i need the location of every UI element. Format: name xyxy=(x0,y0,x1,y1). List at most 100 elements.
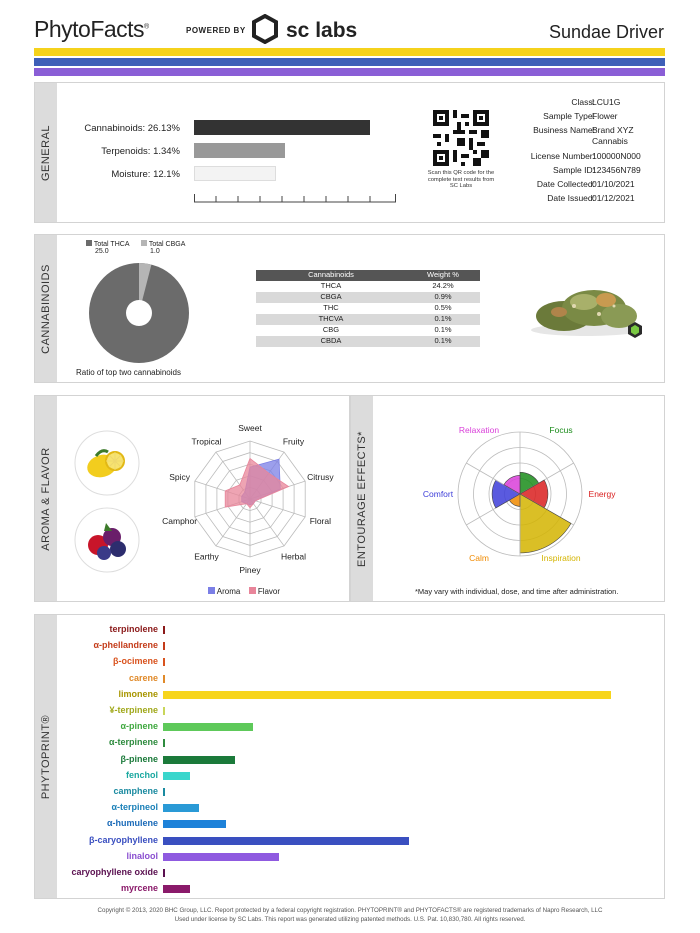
effect-label-inspiration: Inspiration xyxy=(541,553,580,563)
legend-aroma-label: Aroma xyxy=(216,587,241,596)
footer-line1: Copyright © 2013, 2020 BHC Group, LLC. R… xyxy=(97,907,603,914)
metric-terpenoids: Terpenoids: 1.34% xyxy=(60,144,180,159)
general-scale-axis xyxy=(194,194,396,203)
terpene-label: fenchol xyxy=(125,769,158,780)
metric-cannabinoids: Cannabinoids: 26.13% xyxy=(60,121,180,136)
cannabinoids-bar xyxy=(194,120,370,135)
entourage-effects-chart: Focus Energy Inspiration Calm Comfort Relaxat… xyxy=(423,425,617,563)
info-sample-id: Sample ID: 123456N789 xyxy=(552,165,641,175)
cannabinoids-section-label: CANNABINOIDS xyxy=(35,235,57,382)
radar-axis-label: Floral xyxy=(310,516,331,526)
radar-axis-label: Sweet xyxy=(238,423,262,433)
info-date-collected: Date Collected: 01/10/2021 xyxy=(536,179,635,189)
pie-caption: Ratio of top two cannabinoids xyxy=(76,368,181,377)
cannabinoid-pie-chart xyxy=(89,263,189,363)
effect-label-focus: Focus xyxy=(549,425,572,435)
qr-code[interactable] xyxy=(433,110,489,166)
terpene-label: caryophyllene oxide xyxy=(71,867,158,877)
terpene-label: α-phellandrene xyxy=(93,640,158,651)
terpene-bar xyxy=(163,869,166,877)
metric-terpenoids-label: Terpenoids: 1.34% xyxy=(101,146,180,157)
radar-spoke xyxy=(215,498,251,547)
legend-swatch-aroma xyxy=(208,587,215,594)
info-business-name: Business Name: Brand XYZ Cannabis xyxy=(533,125,634,146)
cannabis-bud-image xyxy=(531,290,642,338)
legend-flavor-label: Flavor xyxy=(257,587,281,596)
color-band-blue xyxy=(34,58,665,66)
effect-label-calm: Calm xyxy=(469,553,489,563)
table-row: THCA 24.2% xyxy=(320,281,454,290)
info-class: Class: LCU1G xyxy=(571,97,621,107)
terpene-label: α-terpinene xyxy=(108,737,158,748)
sc-labs-logo: sc labs xyxy=(252,14,357,44)
radar-axis-label: Tropical xyxy=(192,437,222,447)
terpene-label: α-pinene xyxy=(120,721,158,732)
effect-wedge-relaxation xyxy=(503,475,521,495)
table-row: CBGA 0.9% xyxy=(256,292,480,303)
radar-axis-label: Piney xyxy=(239,565,261,575)
radar-axis-label: Herbal xyxy=(281,551,306,561)
metric-moisture: Moisture: 12.1% xyxy=(60,167,180,182)
effect-wedge-inspiration xyxy=(519,493,572,554)
terpene-label: limonene xyxy=(118,688,158,699)
footer: Copyright © 2013, 2020 BHC Group, LLC. R… xyxy=(0,906,700,924)
terpene-bar xyxy=(163,707,166,715)
terpene-bar xyxy=(163,836,410,845)
terpene-label: α-terpineol xyxy=(111,802,158,813)
terpene-label: β-caryophyllene xyxy=(88,834,158,845)
terpene-label: myrcene xyxy=(120,883,158,894)
legend-total-thca: Total THCA xyxy=(86,240,130,248)
color-band-purple xyxy=(34,68,665,76)
terpenoids-bar xyxy=(194,143,285,158)
terpene-bar xyxy=(163,642,166,651)
info-date-issued: Date Issued: 01/12/2021 xyxy=(547,193,635,203)
aroma-flavor-radar-chart: Sweet Fruity Citrusy Floral Herbal Piney Earth… xyxy=(162,423,334,575)
legend-swatch-cbga xyxy=(141,240,147,246)
terpene-bar xyxy=(163,852,280,861)
strain-name: Sundae Driver xyxy=(548,22,664,42)
radar-axis-label: Earthy xyxy=(194,551,219,561)
terpene-label: terpinolene xyxy=(109,624,158,634)
cannabinoid-table: Cannabinoids Weight % THCA 24.2% CBGA 0.9% … xyxy=(256,270,480,347)
terpene-bar xyxy=(163,674,166,683)
phytoprint-panel: PHYTOPRINT® xyxy=(34,614,665,899)
table-row: THCVA 0.1% xyxy=(256,314,480,325)
radar-axis-label: Spicy xyxy=(169,472,191,482)
radar-axis-label: Camphor xyxy=(162,516,197,526)
legend-swatch-thca xyxy=(86,240,92,246)
qr-caption: Scan this QR code for the complete test … xyxy=(427,170,495,189)
berries-image xyxy=(74,507,140,573)
terpene-bar xyxy=(163,820,226,829)
metric-cannabinoids-label: Cannabinoids: 26.13% xyxy=(84,123,180,134)
effect-label-relaxation: Relaxation xyxy=(459,425,499,435)
lemon-image xyxy=(74,430,140,496)
phytofacts-logo: PhytoFacts® xyxy=(34,16,149,42)
terpene-bar xyxy=(163,739,166,748)
effect-label-energy: Energy xyxy=(589,489,617,499)
info-license-number: License Number: 100000N000 xyxy=(530,151,641,161)
table-row: THC 0.5% xyxy=(323,303,452,312)
terpene-label: linalool xyxy=(126,850,159,861)
terpene-bar xyxy=(163,690,611,699)
pie-center xyxy=(126,300,152,326)
entourage-section-label: ENTOURAGE EFFECTS* xyxy=(351,396,373,601)
general-section-label: GENERAL xyxy=(35,83,57,222)
powered-by-label: POWERED BY xyxy=(186,26,246,35)
sc-labs-text: sc labs xyxy=(286,19,357,42)
moisture-bar xyxy=(194,166,276,181)
radar-spoke xyxy=(249,498,285,547)
terpene-bar xyxy=(163,723,253,732)
terpene-bar xyxy=(163,658,166,667)
metric-moisture-label: Moisture: 12.1% xyxy=(111,169,180,180)
terpene-bar xyxy=(163,755,235,764)
terpene-bar xyxy=(163,885,190,894)
general-panel: GENERAL xyxy=(34,82,665,223)
aroma-section-label: AROMA & FLAVOR xyxy=(35,396,57,601)
legend-cbga-value: 1.0 xyxy=(150,248,160,255)
terpene-bar xyxy=(163,771,190,780)
radar-legend: Aroma Flavor xyxy=(208,587,280,596)
terpene-label: β-pinene xyxy=(120,753,159,764)
terpene-bar xyxy=(163,626,166,634)
terpene-label: β-ocimene xyxy=(112,656,158,667)
terpene-label: carene xyxy=(128,672,158,683)
